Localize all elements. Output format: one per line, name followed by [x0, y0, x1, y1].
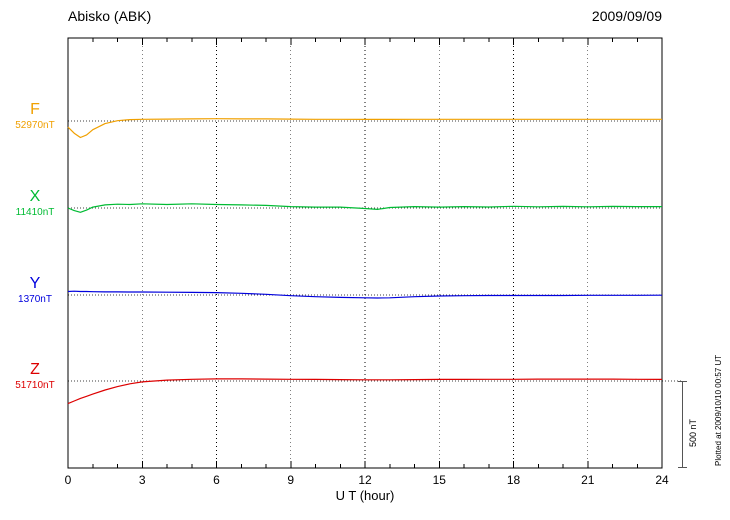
trace-F: [67, 118, 662, 139]
channel-label-x: X 11410nT: [6, 188, 64, 219]
plot-border: [67, 37, 663, 469]
channel-baseline-y: 1370nT: [18, 294, 52, 305]
channel-baseline-x: 11410nT: [15, 207, 55, 218]
trace-Y: [67, 290, 663, 299]
trace-Z: [67, 378, 663, 405]
channel-label-z: Z 51710nT: [6, 361, 64, 392]
channel-letter-f: F: [30, 101, 40, 118]
channel-letter-y: Y: [29, 275, 41, 292]
channel-letter-x: X: [29, 188, 41, 205]
x-axis-label: U T (hour): [335, 488, 395, 503]
channel-baseline-z: 51710nT: [15, 380, 55, 391]
x-tick-label: 0: [65, 473, 72, 487]
channel-label-f: F 52970nT: [6, 101, 64, 132]
scale-bar-label: 500 nT: [688, 418, 698, 447]
trace-X: [67, 203, 662, 213]
x-tick-label: 9: [287, 473, 294, 487]
channel-label-y: Y 1370nT: [6, 275, 64, 306]
x-tick-label: 3: [139, 473, 146, 487]
x-tick-label: 15: [433, 473, 447, 487]
plot-date: 2009/09/09: [591, 8, 662, 24]
scale-bar-top-tick: [678, 381, 687, 382]
x-tick-label: 6: [213, 473, 220, 487]
scale-bar: [682, 381, 683, 468]
x-tick-label: 12: [358, 473, 372, 487]
x-tick-label: 24: [655, 473, 669, 487]
plotted-at-note: Plotted at 2009/10/10 00:57 UT: [714, 354, 723, 466]
x-tick-label: 18: [507, 473, 521, 487]
channel-baseline-f: 52970nT: [15, 120, 55, 131]
station-title: Abisko (ABK): [68, 8, 152, 24]
x-tick-label: 21: [581, 473, 595, 487]
channel-letter-z: Z: [30, 361, 40, 378]
scale-bar-bottom-tick: [678, 467, 687, 468]
